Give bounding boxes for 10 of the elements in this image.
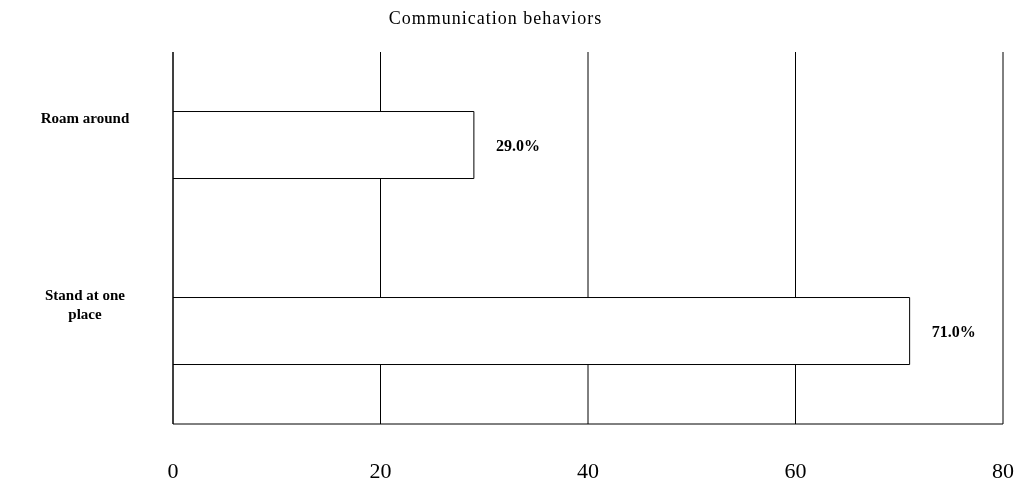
chart-title: Communication behaviors (387, 8, 604, 30)
x-tick-label: 20 (369, 457, 392, 483)
x-tick-label: 40 (577, 457, 599, 483)
data-label: 29.0% (495, 136, 540, 154)
y-tick-label: Stand at one place (44, 287, 126, 322)
x-tick-label: 60 (784, 457, 807, 483)
y-tick-label: Roam around (40, 110, 130, 126)
x-tick-label: 80 (992, 457, 1014, 483)
x-tick-label: 0 (167, 457, 179, 483)
data-label: 71.0% (931, 322, 976, 340)
